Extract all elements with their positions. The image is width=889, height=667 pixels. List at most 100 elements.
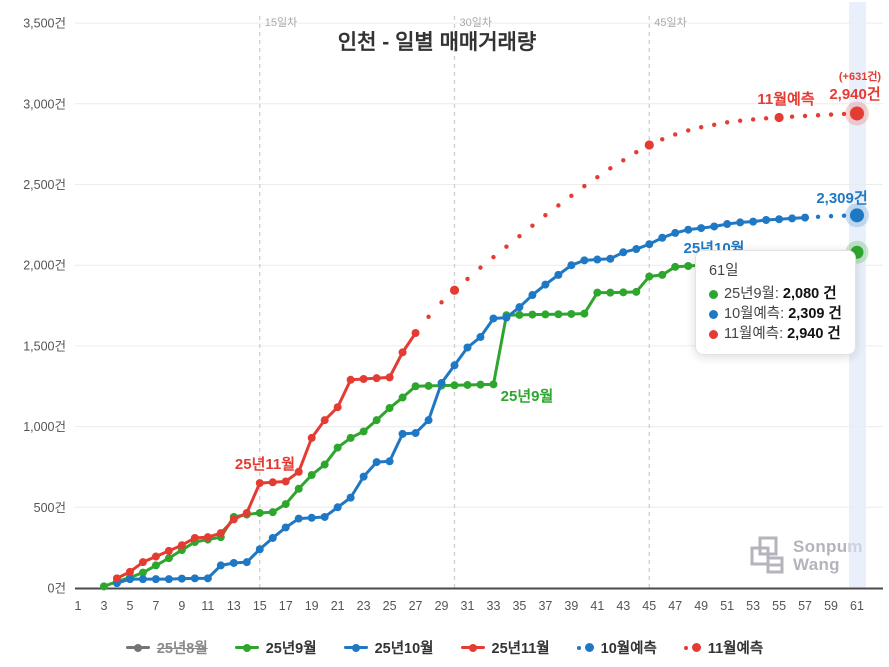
data-point[interactable]	[411, 429, 420, 438]
data-point[interactable]	[307, 433, 316, 442]
data-point[interactable]	[372, 374, 381, 383]
data-point[interactable]	[190, 533, 199, 542]
data-point[interactable]	[216, 561, 225, 570]
forecast-end-point[interactable]	[849, 106, 864, 121]
data-point[interactable]	[515, 303, 524, 312]
data-point[interactable]	[424, 381, 433, 390]
data-point[interactable]	[151, 575, 160, 584]
data-point[interactable]	[229, 558, 238, 567]
data-point[interactable]	[177, 541, 186, 550]
data-point[interactable]	[593, 255, 602, 264]
data-point[interactable]	[242, 558, 251, 567]
legend-item-11월예측[interactable]: 11월예측	[683, 637, 763, 658]
data-point[interactable]	[281, 523, 290, 532]
data-point[interactable]	[580, 309, 589, 318]
data-point[interactable]	[476, 380, 485, 389]
data-point[interactable]	[684, 262, 693, 271]
data-point[interactable]	[567, 261, 576, 270]
data-point[interactable]	[372, 416, 381, 425]
data-point[interactable]	[333, 443, 342, 452]
data-point[interactable]	[658, 233, 667, 242]
data-point[interactable]	[346, 433, 355, 442]
data-point[interactable]	[112, 574, 121, 583]
forecast-marker-point[interactable]	[449, 285, 460, 295]
data-point[interactable]	[255, 479, 264, 488]
data-point[interactable]	[710, 222, 719, 231]
data-point[interactable]	[671, 262, 680, 271]
data-point[interactable]	[307, 471, 316, 480]
legend-item-25년11월[interactable]: 25년11월	[460, 637, 550, 658]
data-point[interactable]	[320, 512, 329, 521]
data-point[interactable]	[177, 574, 186, 583]
data-point[interactable]	[437, 379, 446, 388]
data-point[interactable]	[307, 513, 316, 522]
data-point[interactable]	[645, 272, 654, 281]
data-point[interactable]	[125, 575, 134, 584]
legend-item-25년10월[interactable]: 25년10월	[343, 637, 434, 658]
data-point[interactable]	[203, 533, 212, 542]
data-point[interactable]	[229, 515, 238, 524]
data-point[interactable]	[515, 310, 524, 319]
forecast-marker-point[interactable]	[644, 140, 654, 150]
legend-item-25년8월[interactable]: 25년8월	[125, 637, 208, 658]
data-point[interactable]	[736, 218, 745, 227]
data-point[interactable]	[463, 380, 472, 389]
data-point[interactable]	[554, 310, 563, 319]
data-point[interactable]	[502, 313, 511, 322]
data-point[interactable]	[333, 503, 342, 512]
data-point[interactable]	[697, 224, 706, 233]
forecast-marker-point[interactable]	[774, 112, 784, 123]
data-point[interactable]	[801, 213, 810, 222]
data-point[interactable]	[164, 575, 173, 584]
data-point[interactable]	[411, 382, 420, 391]
data-point[interactable]	[346, 375, 355, 384]
data-point[interactable]	[385, 404, 394, 413]
data-point[interactable]	[203, 574, 212, 583]
data-point[interactable]	[138, 558, 147, 567]
data-point[interactable]	[528, 310, 537, 319]
data-point[interactable]	[359, 374, 368, 383]
forecast-end-point[interactable]	[849, 208, 864, 223]
data-point[interactable]	[567, 309, 576, 318]
data-point[interactable]	[294, 514, 303, 523]
data-point[interactable]	[346, 493, 355, 502]
data-point[interactable]	[151, 552, 160, 561]
data-point[interactable]	[255, 545, 264, 554]
data-point[interactable]	[671, 228, 680, 237]
data-point[interactable]	[398, 429, 407, 438]
data-point[interactable]	[138, 568, 147, 577]
data-point[interactable]	[489, 380, 498, 389]
data-point[interactable]	[424, 416, 433, 425]
data-point[interactable]	[281, 500, 290, 509]
data-point[interactable]	[658, 270, 667, 279]
data-point[interactable]	[762, 216, 771, 225]
data-point[interactable]	[125, 567, 134, 576]
data-point[interactable]	[320, 416, 329, 425]
data-point[interactable]	[333, 403, 342, 412]
data-point[interactable]	[606, 254, 615, 263]
data-point[interactable]	[294, 484, 303, 493]
data-point[interactable]	[788, 214, 797, 223]
data-point[interactable]	[320, 460, 329, 469]
data-point[interactable]	[775, 215, 784, 224]
data-point[interactable]	[359, 472, 368, 481]
data-point[interactable]	[541, 310, 550, 319]
data-point[interactable]	[268, 478, 277, 487]
data-point[interactable]	[398, 348, 407, 357]
data-point[interactable]	[216, 529, 225, 538]
data-point[interactable]	[580, 256, 589, 265]
data-point[interactable]	[593, 288, 602, 297]
transaction-chart[interactable]: 0건 500건 1,000건 1,500건 2,000건 2,500건 3,000건 3,50…	[0, 0, 889, 630]
data-point[interactable]	[242, 508, 251, 517]
data-point[interactable]	[632, 245, 641, 254]
data-point[interactable]	[164, 554, 173, 563]
data-point[interactable]	[450, 361, 459, 370]
data-point[interactable]	[684, 225, 693, 234]
data-point[interactable]	[476, 333, 485, 342]
data-point[interactable]	[541, 280, 550, 289]
legend-item-10월예측[interactable]: 10월예측	[576, 637, 657, 658]
data-point[interactable]	[398, 393, 407, 402]
data-point[interactable]	[450, 381, 459, 390]
data-point[interactable]	[268, 508, 277, 517]
data-point[interactable]	[723, 220, 732, 229]
